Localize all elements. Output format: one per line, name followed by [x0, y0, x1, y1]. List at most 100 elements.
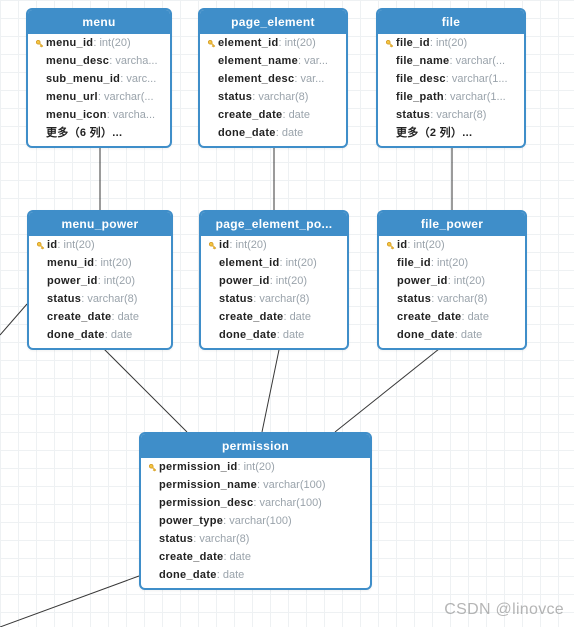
- field-row[interactable]: menu_id: int(20): [28, 34, 170, 52]
- field-name: menu_id: [46, 36, 93, 50]
- field-row[interactable]: id: int(20): [201, 236, 347, 254]
- field-name: status: [218, 90, 252, 104]
- field-type: : date: [277, 328, 305, 342]
- field-row[interactable]: element_id: int(20): [200, 34, 346, 52]
- field-row[interactable]: permission_name: varchar(100): [141, 476, 370, 494]
- field-name: status: [397, 292, 431, 306]
- field-type: : int(20): [237, 460, 274, 474]
- field-row[interactable]: create_date: date: [201, 308, 347, 326]
- field-row[interactable]: power_type: varchar(100): [141, 512, 370, 530]
- field-type: : varcha...: [109, 54, 157, 68]
- entity-header[interactable]: file_power: [379, 212, 525, 236]
- field-type: : int(20): [98, 274, 135, 288]
- field-row[interactable]: create_date: date: [141, 548, 370, 566]
- field-row[interactable]: permission_desc: varchar(100): [141, 494, 370, 512]
- field-type: : varchar(...: [449, 54, 505, 68]
- field-row[interactable]: create_date: date: [200, 106, 346, 124]
- field-type: : int(20): [93, 36, 130, 50]
- entity-page_element[interactable]: page_element element_id: int(20)element_…: [198, 8, 348, 148]
- field-type: : int(20): [94, 256, 131, 270]
- field-type: : date: [283, 310, 311, 324]
- field-row[interactable]: done_date: date: [379, 326, 525, 344]
- entity-permission[interactable]: permission permission_id: int(20)permiss…: [139, 432, 372, 590]
- field-name: power_type: [159, 514, 223, 528]
- field-row[interactable]: status: varchar(8): [378, 106, 524, 124]
- field-row[interactable]: create_date: date: [379, 308, 525, 326]
- field-row[interactable]: file_name: varchar(...: [378, 52, 524, 70]
- field-name: create_date: [218, 108, 282, 122]
- field-row[interactable]: create_date: date: [29, 308, 171, 326]
- entity-bottom-pad: [29, 344, 171, 348]
- field-row[interactable]: status: varchar(8): [379, 290, 525, 308]
- field-type: : int(20): [229, 238, 266, 252]
- primary-key-icon: [207, 240, 218, 251]
- field-name: create_date: [159, 550, 223, 564]
- field-type: : varchar(8): [253, 292, 309, 306]
- field-row[interactable]: id: int(20): [379, 236, 525, 254]
- entity-bottom-pad: [200, 142, 346, 146]
- field-row[interactable]: file_id: int(20): [378, 34, 524, 52]
- entity-file_power[interactable]: file_power id: int(20)file_id: int(20)po…: [377, 210, 527, 350]
- key-slot: [383, 240, 397, 251]
- field-name: permission_id: [159, 460, 237, 474]
- key-slot: [205, 240, 219, 251]
- field-name: create_date: [397, 310, 461, 324]
- field-row[interactable]: permission_id: int(20): [141, 458, 370, 476]
- field-type: : int(20): [448, 274, 485, 288]
- entity-header[interactable]: page_element_po...: [201, 212, 347, 236]
- field-name: status: [219, 292, 253, 306]
- field-name: status: [396, 108, 430, 122]
- entity-header[interactable]: file: [378, 10, 524, 34]
- field-row[interactable]: power_id: int(20): [379, 272, 525, 290]
- field-row[interactable]: status: varchar(8): [29, 290, 171, 308]
- entity-menu[interactable]: menu menu_id: int(20)menu_desc: varcha..…: [26, 8, 172, 148]
- field-row[interactable]: file_path: varchar(1...: [378, 88, 524, 106]
- field-type: : date: [105, 328, 133, 342]
- field-row[interactable]: done_date: date: [200, 124, 346, 142]
- entity-file[interactable]: file file_id: int(20)file_name: varchar(…: [376, 8, 526, 148]
- field-row[interactable]: menu_id: int(20): [29, 254, 171, 272]
- field-row[interactable]: element_name: var...: [200, 52, 346, 70]
- field-type: : int(20): [270, 274, 307, 288]
- field-row[interactable]: done_date: date: [29, 326, 171, 344]
- field-type: : varcha...: [107, 108, 155, 122]
- entity-header[interactable]: page_element: [200, 10, 346, 34]
- entity-bottom-pad: [141, 584, 370, 588]
- field-row[interactable]: menu_icon: varcha...: [28, 106, 170, 124]
- field-row[interactable]: sub_menu_id: varc...: [28, 70, 170, 88]
- field-row[interactable]: file_desc: varchar(1...: [378, 70, 524, 88]
- field-row[interactable]: element_id: int(20): [201, 254, 347, 272]
- field-row[interactable]: status: varchar(8): [201, 290, 347, 308]
- field-type: : varchar(100): [257, 478, 325, 492]
- field-type: : date: [461, 310, 489, 324]
- field-row[interactable]: power_id: int(20): [29, 272, 171, 290]
- field-row[interactable]: 更多（2 列）...: [378, 124, 524, 142]
- primary-key-icon: [35, 240, 46, 251]
- entity-header[interactable]: menu: [28, 10, 170, 34]
- entity-header[interactable]: permission: [141, 434, 370, 458]
- entity-bottom-pad: [379, 344, 525, 348]
- field-row[interactable]: menu_url: varchar(...: [28, 88, 170, 106]
- field-row[interactable]: status: varchar(8): [200, 88, 346, 106]
- field-row[interactable]: menu_desc: varcha...: [28, 52, 170, 70]
- field-row[interactable]: power_id: int(20): [201, 272, 347, 290]
- entity-bottom-pad: [378, 142, 524, 146]
- field-type: : int(20): [430, 36, 467, 50]
- field-type: : varchar(8): [81, 292, 137, 306]
- entity-page_element_po[interactable]: page_element_po... id: int(20)element_id…: [199, 210, 349, 350]
- field-row[interactable]: file_id: int(20): [379, 254, 525, 272]
- field-name: id: [219, 238, 229, 252]
- field-type: : date: [217, 568, 245, 582]
- entity-menu_power[interactable]: menu_power id: int(20)menu_id: int(20)po…: [27, 210, 173, 350]
- field-name: permission_desc: [159, 496, 253, 510]
- field-row[interactable]: status: varchar(8): [141, 530, 370, 548]
- field-type: : date: [455, 328, 483, 342]
- key-slot: [145, 462, 159, 473]
- field-row[interactable]: element_desc: var...: [200, 70, 346, 88]
- key-slot: [32, 38, 46, 49]
- field-row[interactable]: done_date: date: [141, 566, 370, 584]
- field-row[interactable]: id: int(20): [29, 236, 171, 254]
- entity-header[interactable]: menu_power: [29, 212, 171, 236]
- field-row[interactable]: 更多（6 列）...: [28, 124, 170, 142]
- field-row[interactable]: done_date: date: [201, 326, 347, 344]
